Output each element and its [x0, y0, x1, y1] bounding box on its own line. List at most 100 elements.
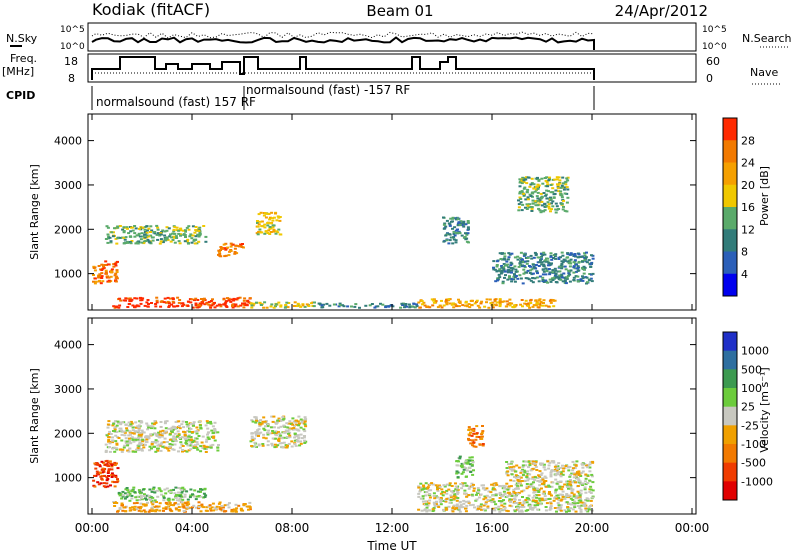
power-cell [554, 253, 558, 256]
velocity-cell [453, 493, 457, 496]
velocity-cell [574, 464, 578, 467]
velocity-cell [131, 438, 135, 441]
velocity-cell [266, 431, 269, 434]
velocity-cell [471, 473, 475, 476]
velocity-cell [204, 451, 208, 453]
velocity-cell [542, 480, 546, 483]
velocity-cell [571, 499, 575, 501]
velocity-cell [475, 435, 479, 438]
power-cell [551, 299, 555, 301]
velocity-cell [262, 436, 266, 439]
velocity-cell [180, 436, 184, 439]
power-cell [522, 268, 526, 271]
velocity-cell [581, 482, 585, 485]
velocity-cell [186, 425, 190, 428]
power-cell [572, 261, 576, 264]
velocity-cell [221, 509, 225, 512]
velocity-cell [128, 509, 132, 512]
power-cell [539, 197, 543, 200]
x-tick-label: 16:00 [475, 521, 510, 535]
velocity-cell [124, 488, 128, 491]
velocity-cell [559, 480, 563, 483]
velocity-cell [264, 421, 268, 424]
velocity-cell [178, 446, 182, 449]
power-cell [270, 211, 274, 214]
velocity-cell [579, 497, 582, 500]
velocity-cell [579, 489, 583, 492]
power-cell [164, 239, 168, 242]
velocity-cell [177, 491, 181, 494]
velocity-cell [572, 480, 576, 483]
power-cell [204, 235, 208, 238]
velocity-cell [561, 495, 565, 498]
power-cell [547, 268, 551, 270]
velocity-cell [476, 492, 480, 494]
power-cell [172, 235, 176, 238]
velocity-cell [261, 420, 265, 423]
power-cell [560, 202, 564, 205]
power-cell [338, 302, 342, 305]
velocity-cell [549, 501, 552, 504]
velocity-cell [107, 470, 110, 473]
velocity-cell [152, 441, 156, 443]
power-cell [536, 272, 539, 275]
power-cell [495, 270, 499, 273]
velocity-cell [147, 426, 151, 429]
power-cell [536, 176, 539, 179]
velocity-cell [455, 470, 459, 473]
velocity-cell [111, 480, 115, 483]
velocity-cell [255, 419, 258, 422]
power-cell [540, 177, 544, 180]
power-cell [583, 259, 587, 262]
velocity-cell [512, 509, 516, 512]
velocity-cell [196, 490, 200, 493]
velocity-cell [523, 471, 527, 474]
velocity-cell [199, 450, 203, 453]
velocity-cell [118, 494, 122, 497]
velocity-cell [535, 469, 539, 471]
velocity-cell [188, 496, 192, 499]
velocity-cell [100, 471, 104, 474]
velocity-cell [560, 498, 564, 501]
power-cell [539, 192, 543, 195]
velocity-cell [175, 494, 178, 497]
velocity-cell [183, 437, 187, 440]
velocity-cell [517, 466, 521, 469]
power-cell [112, 263, 116, 266]
power-cell [563, 259, 567, 262]
power-cell [105, 272, 108, 275]
power-cell [151, 239, 155, 242]
velocity-y-tick-label: 4000 [54, 339, 82, 352]
velocity-cell [290, 445, 294, 448]
velocity-cell [255, 434, 259, 437]
velocity-cell [494, 494, 498, 497]
power-cell [502, 257, 506, 260]
power-cell [510, 280, 514, 283]
velocity-cell [162, 496, 166, 499]
velocity-cell [498, 492, 502, 495]
velocity-cell [510, 461, 513, 464]
power-cell [179, 227, 183, 230]
velocity-cell [122, 506, 126, 509]
velocity-cell [120, 433, 124, 436]
power-cell [538, 303, 542, 306]
velocity-cell [303, 435, 306, 437]
power-cell [102, 265, 105, 268]
velocity-cell [538, 499, 542, 502]
power-cell [576, 280, 580, 283]
velocity-cell [483, 495, 487, 498]
power-cell [321, 306, 325, 309]
velocity-cell [516, 476, 520, 478]
power-cell [478, 306, 482, 309]
power-cell [119, 299, 123, 302]
velocity-cell [465, 484, 469, 487]
power-cell [567, 262, 571, 265]
power-cell [545, 181, 549, 183]
velocity-cell [172, 488, 175, 491]
power-cell [194, 226, 198, 228]
velocity-cell [164, 446, 168, 449]
velocity-cell [425, 510, 429, 513]
velocity-cell [150, 441, 154, 443]
velocity-cell [512, 500, 516, 503]
velocity-cell [419, 482, 423, 485]
